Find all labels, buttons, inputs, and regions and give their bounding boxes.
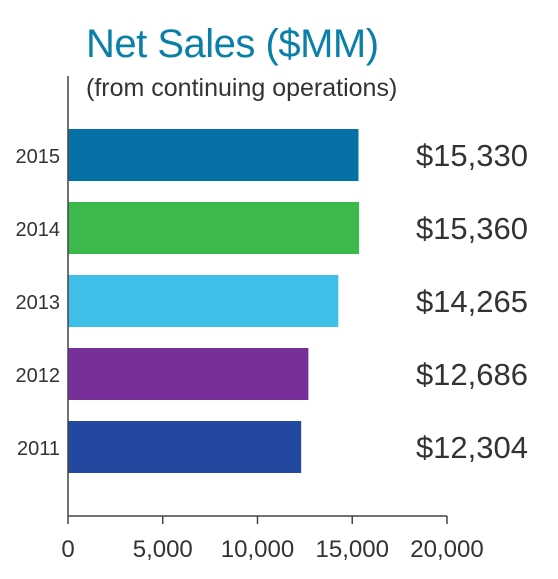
category-label-2015: 2015 (16, 146, 61, 168)
category-label-2011: 2011 (17, 438, 60, 460)
x-tick-label-5000: 5,000 (133, 536, 193, 563)
x-ticks: 0 5,000 10,000 15,000 20,000 (61, 516, 484, 563)
category-label-2014: 2014 (16, 219, 61, 241)
category-labels: 2015 2014 2013 2012 2011 (16, 146, 61, 460)
value-label-2015: $15,330 (416, 138, 528, 173)
x-tick-label-20000: 20,000 (410, 536, 483, 563)
value-labels: $15,330 $15,360 $14,265 $12,686 $12,304 (416, 138, 528, 465)
value-label-2011: $12,304 (416, 430, 528, 465)
category-label-2012: 2012 (16, 365, 61, 387)
x-tick-label-0: 0 (61, 536, 74, 563)
chart-subtitle: (from continuing operations) (86, 74, 398, 102)
category-label-2013: 2013 (16, 292, 61, 314)
bar-2013 (68, 275, 339, 327)
bars-group (68, 129, 360, 473)
x-tick-label-10000: 10,000 (221, 536, 294, 563)
chart-title: Net Sales ($MM) (86, 22, 379, 66)
bar-2012 (68, 348, 309, 400)
value-label-2012: $12,686 (416, 357, 528, 392)
bar-2011 (68, 421, 302, 473)
bar-2014 (68, 202, 360, 254)
value-label-2013: $14,265 (416, 284, 528, 319)
x-tick-label-15000: 15,000 (316, 536, 389, 563)
bar-2015 (68, 129, 359, 181)
value-label-2014: $15,360 (416, 211, 528, 246)
